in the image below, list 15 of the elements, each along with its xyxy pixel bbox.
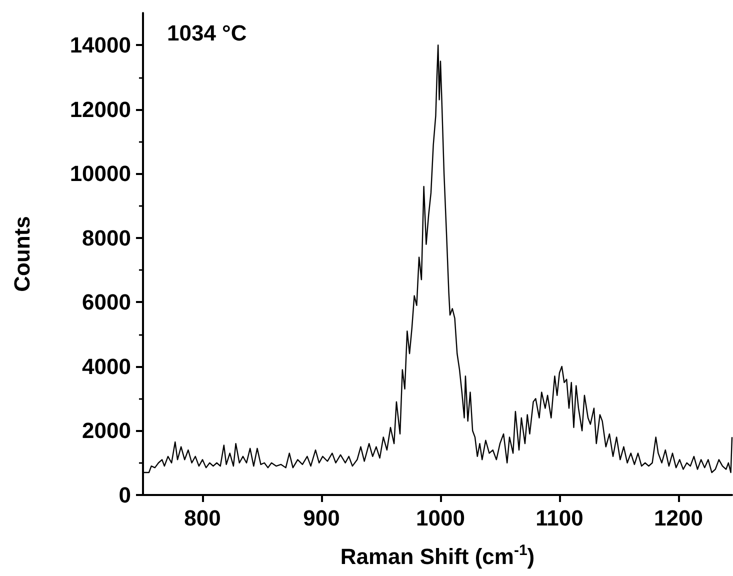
y-tick-label: 4000 (82, 354, 131, 379)
y-tick-label: 8000 (82, 225, 131, 250)
y-tick-label: 2000 (82, 418, 131, 444)
x-tick-label: 1100 (536, 506, 584, 530)
y-tick-label: 10000 (70, 161, 131, 186)
x-tick-label: 1000 (416, 506, 465, 530)
y-tick-label: 6000 (82, 290, 131, 315)
x-tick-label: 800 (184, 506, 221, 530)
x-tick-label: 900 (303, 506, 340, 530)
y-tick-label: 12000 (70, 96, 131, 122)
annotation: 1034 °C (167, 20, 247, 46)
x-tick-label: 1200 (654, 506, 703, 530)
y-axis-title: Counts (10, 216, 34, 292)
y-tick-label: 0 (118, 482, 131, 508)
y-tick-label: 14000 (70, 32, 131, 58)
